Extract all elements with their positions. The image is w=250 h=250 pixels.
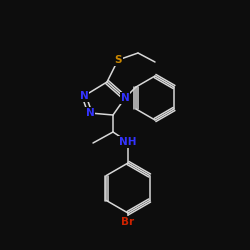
- Text: NH: NH: [119, 137, 137, 147]
- Text: N: N: [80, 91, 88, 101]
- Text: N: N: [120, 93, 130, 103]
- Text: S: S: [114, 55, 122, 65]
- Text: N: N: [86, 108, 94, 118]
- Text: Br: Br: [122, 217, 134, 227]
